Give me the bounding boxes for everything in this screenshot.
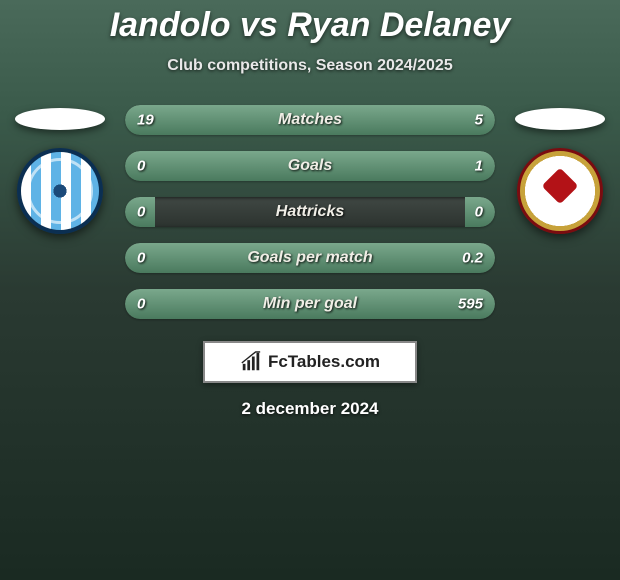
left-avatar-placeholder [15, 108, 105, 130]
stat-bar: 0 0.2 Goals per match [125, 243, 495, 273]
stat-label: Goals [288, 157, 332, 175]
left-player-column [10, 105, 110, 234]
stat-bar: 0 1 Goals [125, 151, 495, 181]
stat-fill-left [125, 105, 417, 135]
comparison-row: 19 5 Matches 0 1 Goals 0 0 Hattricks 0 0.2 Goals pe… [0, 105, 620, 319]
stats-bars: 19 5 Matches 0 1 Goals 0 0 Hattricks 0 0.2 Goals pe… [125, 105, 495, 319]
left-club-logo [17, 148, 103, 234]
stat-bar: 0 0 Hattricks [125, 197, 495, 227]
stat-value-right: 5 [475, 112, 483, 129]
stat-value-right: 0.2 [462, 250, 483, 267]
date-line: 2 december 2024 [0, 399, 620, 419]
stat-value-right: 0 [475, 204, 483, 221]
stat-label: Hattricks [276, 203, 344, 221]
stat-value-left: 19 [137, 112, 154, 129]
brand-box[interactable]: FcTables.com [203, 341, 417, 383]
page-title: Iandolo vs Ryan Delaney [0, 0, 620, 45]
stat-bar: 0 595 Min per goal [125, 289, 495, 319]
subtitle: Club competitions, Season 2024/2025 [0, 57, 620, 75]
stat-label: Min per goal [263, 295, 357, 313]
stat-value-left: 0 [137, 296, 145, 313]
stat-value-right: 1 [475, 158, 483, 175]
brand-text: FcTables.com [268, 352, 380, 372]
stat-fill-right [417, 105, 495, 135]
right-avatar-placeholder [515, 108, 605, 130]
right-player-column [510, 105, 610, 234]
stat-value-left: 0 [137, 250, 145, 267]
stat-value-right: 595 [458, 296, 483, 313]
stat-value-left: 0 [137, 204, 145, 221]
right-club-logo [517, 148, 603, 234]
chart-icon [240, 351, 262, 373]
stat-bar: 19 5 Matches [125, 105, 495, 135]
stat-label: Matches [278, 111, 342, 129]
stat-value-left: 0 [137, 158, 145, 175]
stat-label: Goals per match [247, 249, 372, 267]
